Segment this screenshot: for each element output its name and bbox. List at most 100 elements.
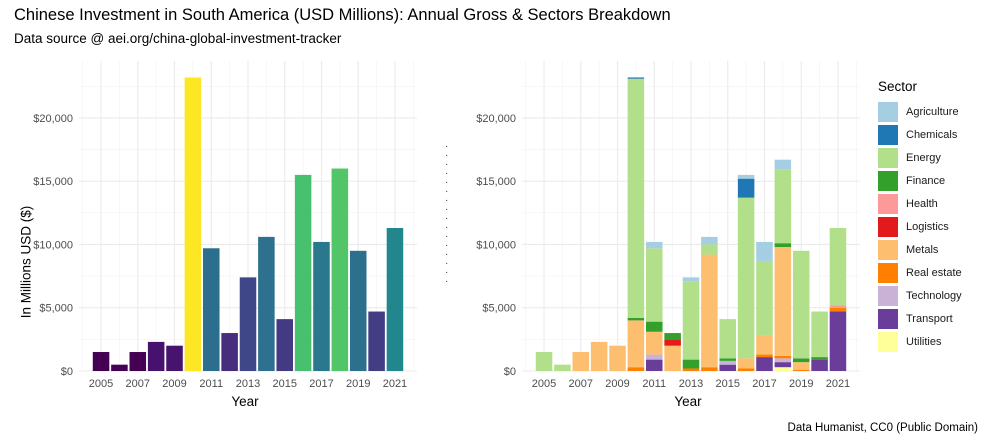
legend-swatch	[878, 147, 898, 168]
sector-bar-2014-agriculture	[701, 236, 718, 245]
gross-bar-2013	[239, 277, 257, 371]
sector-bar-2019-energy	[792, 250, 810, 359]
sector-bar-2008-metals	[590, 341, 608, 371]
sector-bar-2009-metals	[609, 345, 626, 371]
gross-bar-2010	[184, 77, 202, 372]
sector-chart-panel: $0 $5,000 $10,000 $15,000 $20,000 2005 2007 200…	[476, 61, 860, 390]
legend-items: Agriculture Chemicals Energy Finance Health L…	[878, 100, 962, 353]
sector-bar-2014-energy	[701, 244, 718, 255]
gross-bar-2021	[386, 228, 404, 371]
sector-bar-2014-metals	[701, 254, 718, 368]
sector-bar-2015-transport	[719, 364, 737, 371]
sector-bar-2017-transport	[756, 357, 773, 371]
gross-bar-2007	[129, 352, 147, 371]
gross-y-tick-label: $5,000	[39, 303, 73, 315]
x-axis-label-right: Year	[674, 394, 702, 409]
sector-bar-2021-health	[829, 305, 847, 308]
x-axis-label-left: Year	[231, 394, 259, 409]
gross-x-tick-label: 2005	[89, 378, 113, 390]
legend-swatch	[878, 308, 898, 329]
caption: Data Humanist, CC0 (Public Domain)	[787, 422, 978, 434]
sector-bar-2013-agriculture	[682, 277, 700, 282]
sector-bar-2020-finance	[811, 357, 828, 360]
legend-item-agriculture: Agriculture	[878, 100, 962, 123]
gross-bar-2005	[92, 352, 110, 371]
gross-x-tick-label: 2015	[272, 378, 296, 390]
sector-x-tick-label: 2017	[752, 378, 776, 390]
legend-label: Utilities	[906, 335, 942, 348]
legend-label: Transport	[906, 312, 953, 325]
sector-bar-2010-energy	[627, 78, 645, 318]
legend-title: Sector	[878, 79, 918, 94]
gross-y-tick-label: $15,000	[33, 176, 73, 188]
sector-bar-2020-energy	[811, 311, 828, 358]
gross-bar-2019	[349, 250, 367, 371]
legend-label: Real estate	[906, 266, 962, 279]
sector-bar-2011-metals	[645, 331, 663, 355]
legend-label: Health	[906, 197, 938, 210]
sector-bar-2011-finance	[645, 321, 663, 332]
sector-y-tick-label: $5,000	[482, 303, 516, 315]
legend-item-energy: Energy	[878, 146, 962, 169]
legend-swatch	[878, 170, 898, 191]
gross-bar-2009	[166, 345, 183, 371]
sector-bar-2018-agriculture	[774, 159, 792, 170]
sector-x-tick-label: 2015	[715, 378, 739, 390]
sector-x-tick-label: 2013	[679, 378, 703, 390]
sector-y-tick-label: $10,000	[476, 239, 516, 251]
sector-x-tick-label: 2011	[642, 378, 666, 390]
gross-y-tick-label: $20,000	[33, 113, 73, 125]
chart-subtitle: Data source @ aei.org/china-global-inves…	[14, 31, 342, 46]
sector-bar-2011-transport	[645, 359, 663, 371]
sector-bar-2018-finance	[774, 243, 792, 247]
legend-label: Chemicals	[906, 128, 958, 141]
sector-bar-2016-metals	[737, 358, 755, 369]
sector-bar-2018-energy	[774, 169, 792, 244]
legend-swatch	[878, 216, 898, 237]
sector-bar-2018-real-estate	[774, 355, 792, 359]
gross-bar-2011	[202, 248, 220, 371]
gross-bar-2020	[368, 311, 385, 371]
sector-bar-2019-finance	[792, 358, 810, 363]
gross-x-tick-label: 2011	[199, 378, 223, 390]
gross-x-tick-label: 2013	[236, 378, 260, 390]
legend-item-real-estate: Real estate	[878, 261, 962, 284]
gross-chart-panel: $0 $5,000 $10,000 $15,000 $20,000 2005 2007 200…	[33, 61, 417, 390]
legend-swatch	[878, 262, 898, 283]
sector-x-tick-label: 2005	[532, 378, 556, 390]
legend-item-utilities: Utilities	[878, 330, 962, 353]
sector-bar-2007-metals	[572, 352, 590, 371]
legend-label: Finance	[906, 174, 946, 187]
legend-swatch	[878, 124, 898, 145]
legend-item-transport: Transport	[878, 307, 962, 330]
sector-bar-2021-transport	[829, 311, 847, 371]
sector-bar-2021-energy	[829, 228, 847, 306]
sector-bar-2013-energy	[682, 281, 700, 360]
gross-bar-2015	[276, 319, 294, 371]
gross-y-tick-label: $10,000	[33, 239, 73, 251]
sector-x-tick-label: 2021	[826, 378, 850, 390]
sector-bar-2017-agriculture	[756, 241, 773, 261]
sector-bar-2018-metals	[774, 247, 792, 356]
gross-y-tick-label: $0	[61, 366, 73, 378]
legend-label: Metals	[906, 243, 939, 256]
sector-bar-2015-energy	[719, 319, 737, 359]
sector-bar-2013-real-estate	[682, 368, 700, 371]
sector-bar-2019-metals	[792, 362, 810, 370]
sector-bar-2021-real-estate	[829, 307, 847, 312]
sector-bar-2011-technology	[645, 354, 663, 360]
gross-x-tick-label: 2017	[309, 378, 333, 390]
sector-bar-2016-real-estate	[737, 368, 755, 371]
sector-bar-2010-chemicals	[627, 77, 645, 79]
legend-swatch	[878, 193, 898, 214]
sector-y-tick-label: $15,000	[476, 176, 516, 188]
gross-bar-2018	[331, 168, 349, 371]
legend-item-technology: Technology	[878, 284, 962, 307]
gross-x-tick-label: 2021	[383, 378, 407, 390]
sector-bar-2020-transport	[811, 359, 828, 371]
sector-x-tick-label: 2019	[789, 378, 813, 390]
legend-label: Logistics	[906, 220, 949, 233]
panel-divider: · · · · · · · · · · · · · · · ·	[445, 141, 449, 287]
sector-bar-2010-finance	[627, 317, 645, 321]
sector-bar-2010-metals	[627, 320, 645, 368]
